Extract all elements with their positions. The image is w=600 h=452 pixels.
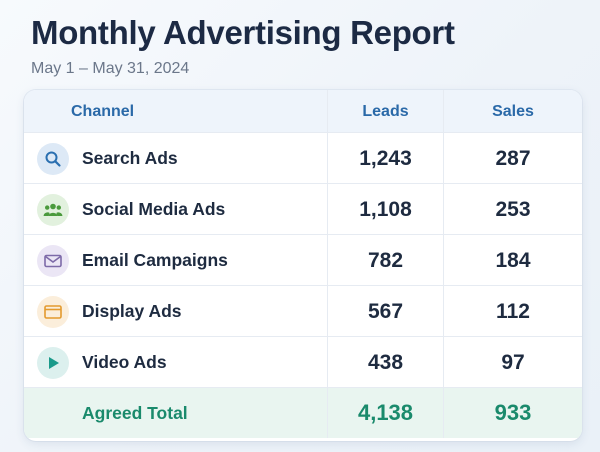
envelope-icon <box>37 245 69 277</box>
table-row: Email Campaigns 782 184 <box>24 235 582 286</box>
people-icon <box>37 194 69 226</box>
report-table: Channel Leads Sales Search Ads 1,243 287 <box>24 90 582 441</box>
date-range: May 1 – May 31, 2024 <box>31 60 190 77</box>
leads-value: 567 <box>367 300 404 323</box>
leads-value: 1,243 <box>359 147 412 170</box>
sales-value: 287 <box>495 147 531 170</box>
total-row: Agreed Total 4,138 933 <box>24 388 582 438</box>
page-title: Monthly Advertising Report <box>31 14 455 51</box>
total-label: Agreed Total <box>82 403 188 423</box>
sales-value: 253 <box>495 198 531 221</box>
channel-name: Video Ads <box>82 352 167 372</box>
sales-value: 184 <box>495 249 531 272</box>
total-leads-value: 4,138 <box>357 400 414 425</box>
browser-window-icon <box>37 296 69 328</box>
search-icon <box>37 143 69 175</box>
channel-name: Display Ads <box>82 301 182 321</box>
table-row: Video Ads 438 97 <box>24 337 582 388</box>
column-header-sales: Sales <box>492 103 534 120</box>
sales-value: 97 <box>501 351 525 374</box>
leads-value: 1,108 <box>359 198 412 221</box>
table-row: Display Ads 567 112 <box>24 286 582 337</box>
play-icon <box>37 347 69 379</box>
channel-name: Email Campaigns <box>82 250 228 270</box>
channel-name: Search Ads <box>82 148 178 168</box>
column-header-leads: Leads <box>362 103 409 120</box>
column-header-channel: Channel <box>71 103 135 120</box>
sales-value: 112 <box>496 300 530 323</box>
leads-value: 438 <box>367 351 404 374</box>
table-row: Social Media Ads 1,108 253 <box>24 184 582 235</box>
table-header: Channel Leads Sales <box>24 90 582 133</box>
table-row: Search Ads 1,243 287 <box>24 133 582 184</box>
channel-name: Social Media Ads <box>82 199 226 219</box>
total-sales-value: 933 <box>494 400 532 425</box>
leads-value: 782 <box>367 249 404 272</box>
